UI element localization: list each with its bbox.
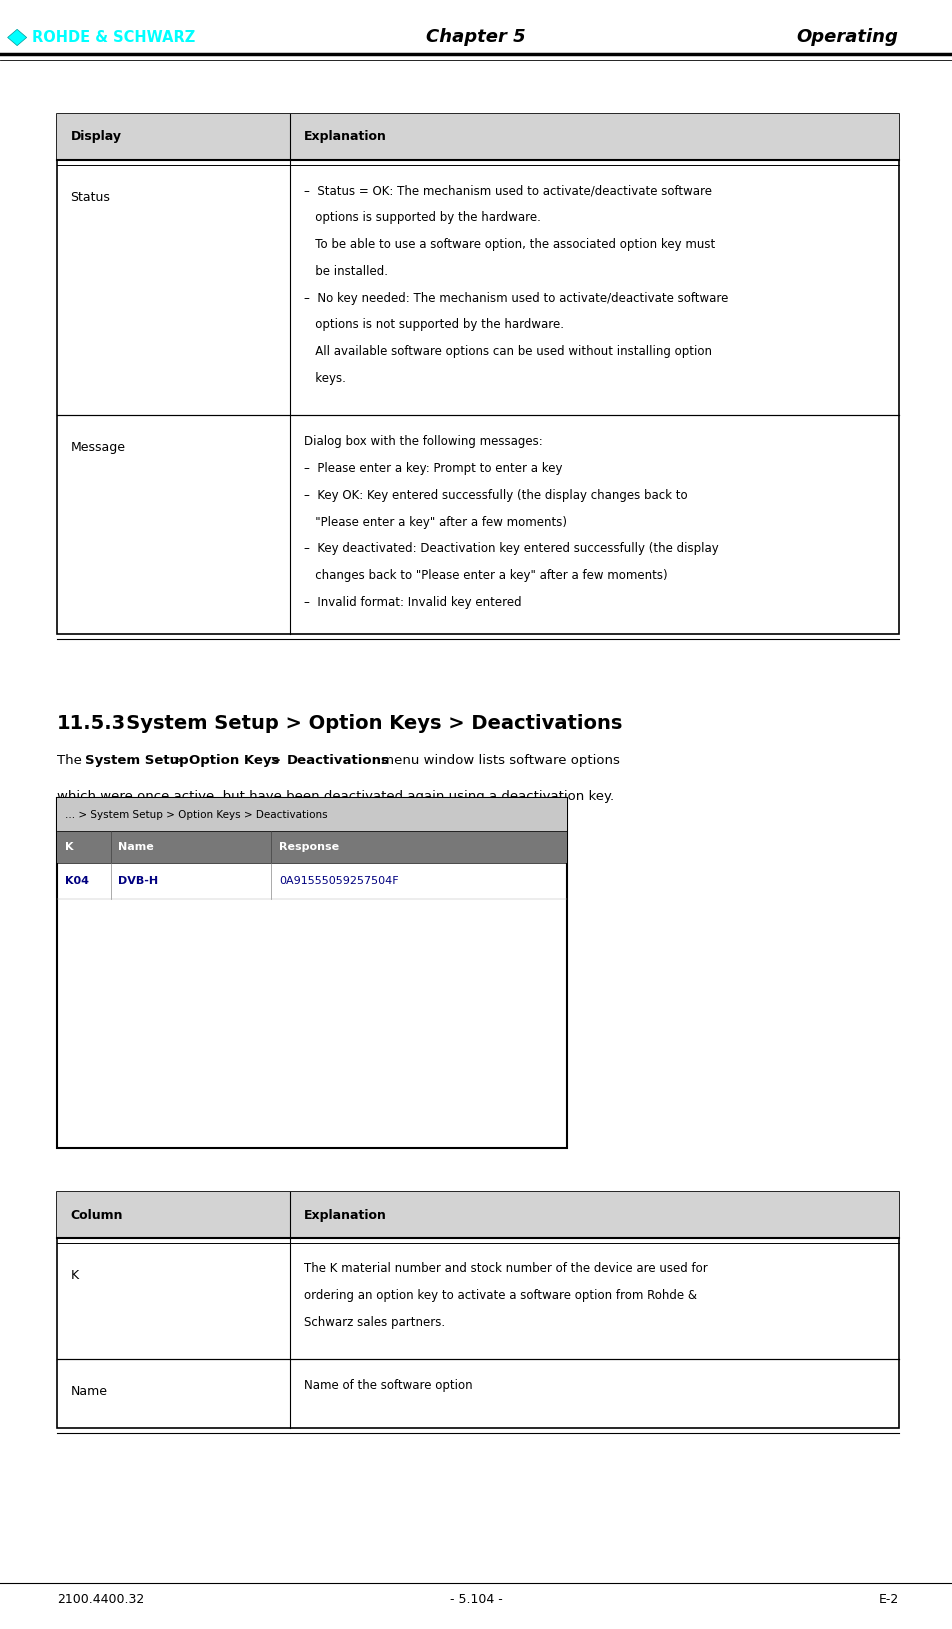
Text: >: >: [266, 754, 286, 767]
Text: - 5.104 -: - 5.104 -: [449, 1593, 503, 1606]
Text: –  Status = OK: The mechanism used to activate/deactivate software: – Status = OK: The mechanism used to act…: [304, 184, 712, 197]
Text: "Please enter a key" after a few moments): "Please enter a key" after a few moments…: [304, 515, 566, 528]
Text: options is not supported by the hardware.: options is not supported by the hardware…: [304, 318, 564, 331]
Text: K04: K04: [65, 876, 89, 886]
Text: Chapter 5: Chapter 5: [426, 28, 526, 47]
Text: Operating: Operating: [797, 28, 899, 47]
Text: Name: Name: [118, 842, 154, 852]
Bar: [57, 831, 567, 863]
Bar: [57, 1192, 899, 1238]
Text: –  Key OK: Key entered successfully (the display changes back to: – Key OK: Key entered successfully (the …: [304, 489, 687, 502]
Text: Name: Name: [70, 1385, 108, 1398]
Text: Deactivations: Deactivations: [287, 754, 389, 767]
Text: keys.: keys.: [304, 371, 346, 384]
Text: Schwarz sales partners.: Schwarz sales partners.: [304, 1316, 445, 1329]
Text: 11.5.3: 11.5.3: [57, 714, 127, 733]
Text: The K material number and stock number of the device are used for: The K material number and stock number o…: [304, 1262, 707, 1276]
Text: >: >: [169, 754, 188, 767]
Bar: [57, 114, 899, 634]
Text: DVB-H: DVB-H: [118, 876, 158, 886]
Bar: [57, 798, 567, 831]
Text: K: K: [70, 1269, 79, 1282]
Text: ordering an option key to activate a software option from Rohde &: ordering an option key to activate a sof…: [304, 1290, 697, 1302]
Text: System Setup > Option Keys > Deactivations: System Setup > Option Keys > Deactivatio…: [106, 714, 622, 733]
Text: 2100.4400.32: 2100.4400.32: [57, 1593, 145, 1606]
Text: be installed.: be installed.: [304, 264, 387, 277]
Bar: [57, 114, 899, 160]
Text: ROHDE & SCHWARZ: ROHDE & SCHWARZ: [32, 29, 195, 46]
Text: All available software options can be used without installing option: All available software options can be us…: [304, 345, 712, 358]
Polygon shape: [8, 29, 27, 46]
Text: Explanation: Explanation: [304, 1209, 387, 1222]
Text: –  Key deactivated: Deactivation key entered successfully (the display: – Key deactivated: Deactivation key ente…: [304, 542, 719, 555]
Text: –  Invalid format: Invalid key entered: – Invalid format: Invalid key entered: [304, 596, 522, 609]
Text: –  Please enter a key: Prompt to enter a key: – Please enter a key: Prompt to enter a …: [304, 463, 563, 474]
Text: System Setup: System Setup: [85, 754, 188, 767]
Text: menu window lists software options: menu window lists software options: [377, 754, 620, 767]
Text: Message: Message: [70, 441, 126, 454]
Text: Explanation: Explanation: [304, 130, 387, 143]
Text: K: K: [65, 842, 73, 852]
Text: To be able to use a software option, the associated option key must: To be able to use a software option, the…: [304, 238, 715, 251]
Text: which were once active, but have been deactivated again using a deactivation key: which were once active, but have been de…: [57, 790, 614, 803]
Text: Name of the software option: Name of the software option: [304, 1378, 472, 1391]
Bar: [57, 798, 567, 1148]
Text: Response: Response: [279, 842, 339, 852]
Text: ... > System Setup > Option Keys > Deactivations: ... > System Setup > Option Keys > Deact…: [65, 810, 327, 819]
Text: changes back to "Please enter a key" after a few moments): changes back to "Please enter a key" aft…: [304, 569, 667, 582]
Text: The: The: [57, 754, 87, 767]
Text: –  No key needed: The mechanism used to activate/deactivate software: – No key needed: The mechanism used to a…: [304, 292, 728, 305]
Text: Column: Column: [70, 1209, 123, 1222]
Text: E-2: E-2: [879, 1593, 899, 1606]
Text: Display: Display: [70, 130, 122, 143]
Text: options is supported by the hardware.: options is supported by the hardware.: [304, 212, 541, 223]
Text: Status: Status: [70, 191, 110, 204]
Text: Dialog box with the following messages:: Dialog box with the following messages:: [304, 435, 543, 448]
Bar: [57, 1192, 899, 1427]
Text: 0A91555059257504F: 0A91555059257504F: [279, 876, 399, 886]
Text: Option Keys: Option Keys: [189, 754, 280, 767]
